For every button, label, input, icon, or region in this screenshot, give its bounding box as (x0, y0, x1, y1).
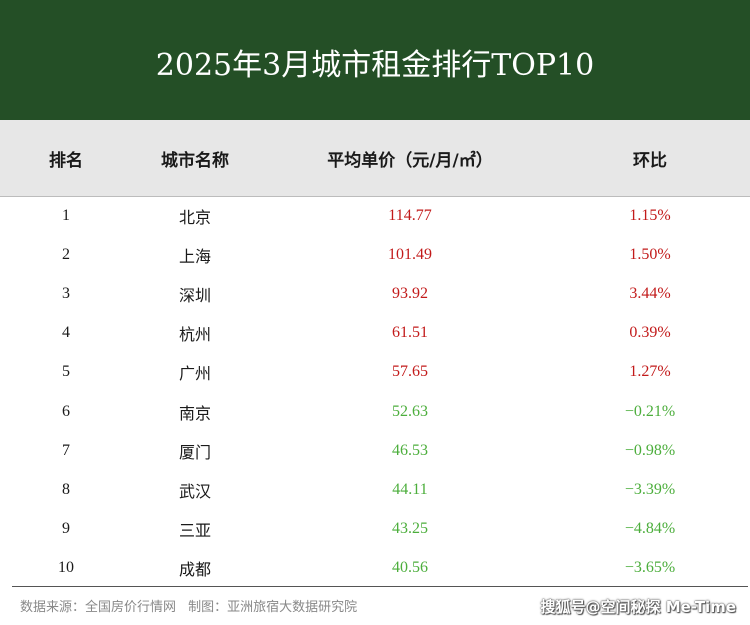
city-cell: 广州 (178, 364, 211, 384)
table-body: 1 北京 114.77 1.15% 2 上海 101.49 1.50% 3 深圳 93.92 3.44… (0, 196, 750, 588)
rank-cell: 10 (58, 559, 74, 577)
footer-maker-text: 制图：亚洲旅宿大数据研究院 (188, 600, 358, 615)
city-cell: 北京 (178, 207, 211, 227)
change-cell: −4.84% (624, 520, 676, 538)
rank-cell: 7 (62, 441, 70, 459)
table-row: 1 北京 114.77 1.15% (0, 196, 750, 235)
table-row: 8 武汉 44.11 −3.39% (0, 470, 750, 509)
price-cell: 93.92 (392, 284, 428, 302)
table-row: 9 三亚 43.25 −4.84% (0, 510, 750, 549)
price-cell: 52.63 (392, 402, 428, 420)
table-row: 6 南京 52.63 −0.21% (0, 392, 750, 431)
header-price: 平均单价（元/月/㎡） (327, 150, 493, 171)
rank-cell: 4 (62, 324, 70, 342)
city-cell: 杭州 (178, 325, 211, 345)
city-cell: 上海 (178, 246, 211, 266)
price-cell: 101.49 (388, 245, 432, 263)
change-cell: −3.39% (624, 480, 676, 498)
price-cell: 43.25 (392, 520, 428, 538)
title-banner: 2025年3月城市租金排行TOP10 (0, 0, 750, 120)
rank-cell: 8 (62, 480, 70, 498)
table-header: 排名 城市名称 平均单价（元/月/㎡） 环比 (0, 120, 750, 197)
table-row: 4 杭州 61.51 0.39% (0, 314, 750, 353)
price-cell: 57.65 (392, 363, 428, 381)
city-cell: 武汉 (178, 481, 211, 501)
watermark: 搜狐号@空间秘探 Me-Time (540, 598, 736, 616)
table-row: 7 厦门 46.53 −0.98% (0, 431, 750, 470)
table-row: 2 上海 101.49 1.50% (0, 235, 750, 274)
rank-cell: 6 (62, 402, 70, 420)
price-cell: 40.56 (392, 559, 428, 577)
city-cell: 成都 (178, 560, 211, 580)
price-cell: 44.11 (392, 480, 428, 498)
footer-source: 数据来源：全国房价行情网 制图：亚洲旅宿大数据研究院 (20, 596, 365, 615)
header-change: 环比 (633, 150, 667, 171)
table-row: 5 广州 57.65 1.27% (0, 353, 750, 392)
price-cell: 61.51 (392, 324, 428, 342)
change-cell: 1.27% (629, 363, 671, 381)
change-cell: 1.15% (629, 206, 671, 224)
bottom-divider (12, 586, 748, 587)
table-row: 3 深圳 93.92 3.44% (0, 274, 750, 313)
city-cell: 南京 (178, 403, 211, 423)
footer-source-text: 数据来源：全国房价行情网 (20, 600, 177, 615)
change-cell: 3.44% (629, 284, 671, 302)
city-cell: 厦门 (178, 442, 211, 462)
price-cell: 114.77 (388, 206, 432, 224)
rank-cell: 9 (62, 520, 70, 538)
change-cell: −0.21% (624, 402, 676, 420)
header-city: 城市名称 (161, 150, 229, 171)
change-cell: 1.50% (629, 245, 671, 263)
page-title: 2025年3月城市租金排行TOP10 (155, 48, 595, 83)
city-cell: 三亚 (178, 521, 211, 541)
change-cell: −3.65% (624, 559, 676, 577)
price-cell: 46.53 (392, 441, 428, 459)
rank-cell: 3 (62, 284, 70, 302)
rank-cell: 2 (62, 245, 70, 263)
header-rank: 排名 (49, 150, 83, 171)
table-row: 10 成都 40.56 −3.65% (0, 549, 750, 588)
change-cell: −0.98% (624, 441, 676, 459)
change-cell: 0.39% (629, 324, 671, 342)
rank-cell: 1 (62, 206, 70, 224)
city-cell: 深圳 (178, 285, 211, 305)
rank-cell: 5 (62, 363, 70, 381)
